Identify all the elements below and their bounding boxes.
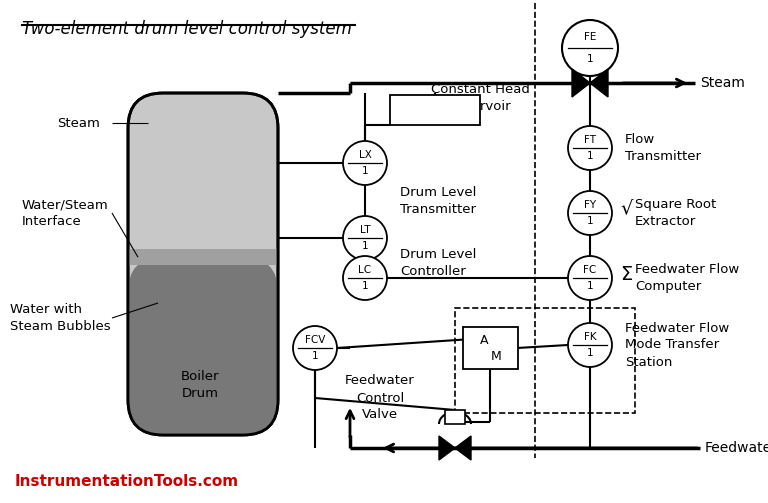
Text: Boiler
Drum: Boiler Drum [180,370,219,400]
FancyBboxPatch shape [128,257,278,435]
Text: 1: 1 [587,349,594,358]
Text: LX: LX [359,149,372,159]
Bar [390,95,480,125]
Text: Constant Head
Reservoir: Constant Head Reservoir [431,83,529,113]
Text: Feedwater
Control
Valve: Feedwater Control Valve [345,375,415,422]
Text: LT: LT [359,225,370,234]
Text: Σ: Σ [620,266,632,285]
Text: M: M [491,350,502,363]
Bar [455,308,635,413]
Text: 1: 1 [312,352,318,361]
Bar [445,410,465,424]
Bar [128,249,278,265]
Text: Two-element drum level control system: Two-element drum level control system [22,20,352,38]
Circle shape [568,323,612,367]
Polygon shape [590,69,608,97]
Circle shape [343,141,387,185]
Text: 1: 1 [587,281,594,291]
Text: Square Root
Extractor: Square Root Extractor [635,198,717,228]
Text: √: √ [620,199,632,217]
Text: Water/Steam
Interface: Water/Steam Interface [22,198,109,228]
Circle shape [568,256,612,300]
Text: FT: FT [584,135,596,145]
Circle shape [293,326,337,370]
Text: Feedwater: Feedwater [705,441,768,455]
Text: FE: FE [584,32,596,42]
FancyBboxPatch shape [128,93,278,435]
Text: Drum Level
Controller: Drum Level Controller [400,248,476,278]
Text: 1: 1 [587,54,594,64]
Text: Flow
Transmitter: Flow Transmitter [625,133,701,163]
Text: InstrumentationTools.com: InstrumentationTools.com [15,473,239,488]
Text: 1: 1 [362,166,369,177]
Text: LC: LC [359,265,372,275]
Polygon shape [572,69,590,97]
Text: 1: 1 [587,151,594,161]
Text: Feedwater Flow
Computer: Feedwater Flow Computer [635,263,740,293]
Bar [463,327,518,369]
Text: Steam: Steam [700,76,745,90]
Circle shape [568,126,612,170]
Text: A: A [480,333,488,347]
Circle shape [343,256,387,300]
Circle shape [568,191,612,235]
Text: 1: 1 [587,216,594,226]
Text: 1: 1 [362,241,369,252]
Text: FK: FK [584,331,596,342]
Text: FY: FY [584,200,596,210]
Text: Drum Level
Transmitter: Drum Level Transmitter [400,186,476,216]
Text: Water with
Steam Bubbles: Water with Steam Bubbles [10,303,111,333]
Circle shape [562,20,618,76]
Text: FC: FC [584,265,597,275]
Text: Steam: Steam [57,117,100,129]
Circle shape [343,216,387,260]
Text: 1: 1 [362,281,369,291]
Text: Feedwater Flow
Mode Transfer
Station: Feedwater Flow Mode Transfer Station [625,321,730,369]
Polygon shape [455,436,471,460]
Text: FCV: FCV [305,334,325,345]
Polygon shape [439,436,455,460]
